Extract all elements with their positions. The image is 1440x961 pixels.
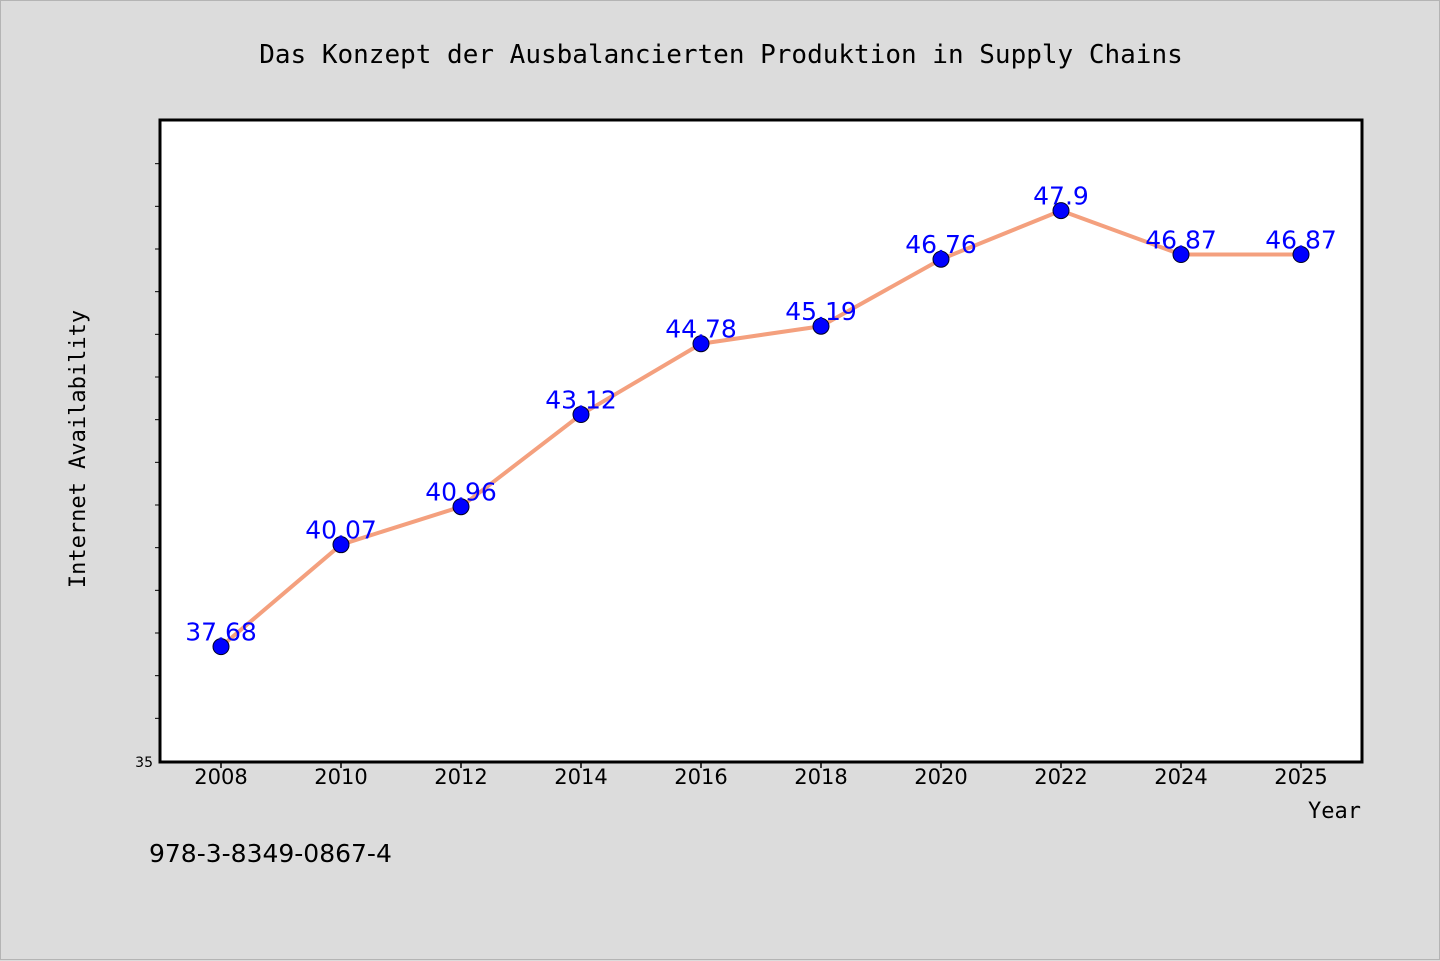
data-point — [1052, 202, 1070, 220]
isbn-text: 978-3-8349-0867-4 — [149, 839, 392, 868]
data-labels: 37.68 40.07 40.96 43.12 44.78 45.19 46.76 47.9 4… — [185, 182, 1337, 647]
x-tick-label: 2016 — [674, 765, 727, 789]
data-point — [212, 638, 230, 656]
data-point — [332, 536, 350, 554]
data-label: 43.12 — [545, 386, 617, 415]
data-point — [812, 317, 830, 335]
data-point — [692, 335, 710, 353]
data-point — [452, 498, 470, 516]
data-point — [1172, 246, 1190, 264]
data-markers — [212, 202, 1310, 656]
y-tick-label-min: 35 — [135, 755, 153, 771]
y-axis-ticks — [155, 163, 161, 719]
x-tick-label: 2012 — [434, 765, 487, 789]
data-label: 46.76 — [905, 230, 977, 259]
y-axis-label: Internet Availability — [66, 310, 91, 588]
x-tick-label: 2010 — [314, 765, 367, 789]
plot-area — [158, 118, 1364, 764]
x-tick-label: 2008 — [194, 765, 247, 789]
x-tick-label: 2025 — [1274, 765, 1327, 789]
x-tick-label: 2014 — [554, 765, 607, 789]
data-label: 45.19 — [785, 297, 857, 326]
x-axis-ticks: 2008 2010 2012 2014 2016 2018 2020 2022 2024 2025 — [194, 761, 1328, 789]
data-label: 40.96 — [425, 478, 497, 507]
chart-title: Das Konzept der Ausbalancierten Produkti… — [259, 40, 1183, 70]
x-tick-label: 2020 — [914, 765, 967, 789]
data-label: 46.87 — [1265, 226, 1337, 255]
data-label: 37.68 — [185, 618, 257, 647]
x-tick-label: 2024 — [1154, 765, 1207, 789]
x-axis-label: Year — [1308, 799, 1361, 824]
data-label: 46.87 — [1145, 226, 1217, 255]
x-tick-label: 2018 — [794, 765, 847, 789]
data-point — [1292, 246, 1310, 264]
data-label: 44.78 — [665, 315, 737, 344]
series-line — [219, 208, 1301, 649]
x-tick-label: 2022 — [1034, 765, 1087, 789]
data-label: 47.9 — [1033, 182, 1089, 211]
data-point — [932, 250, 950, 268]
data-point — [572, 406, 590, 424]
data-label: 40.07 — [305, 516, 377, 545]
